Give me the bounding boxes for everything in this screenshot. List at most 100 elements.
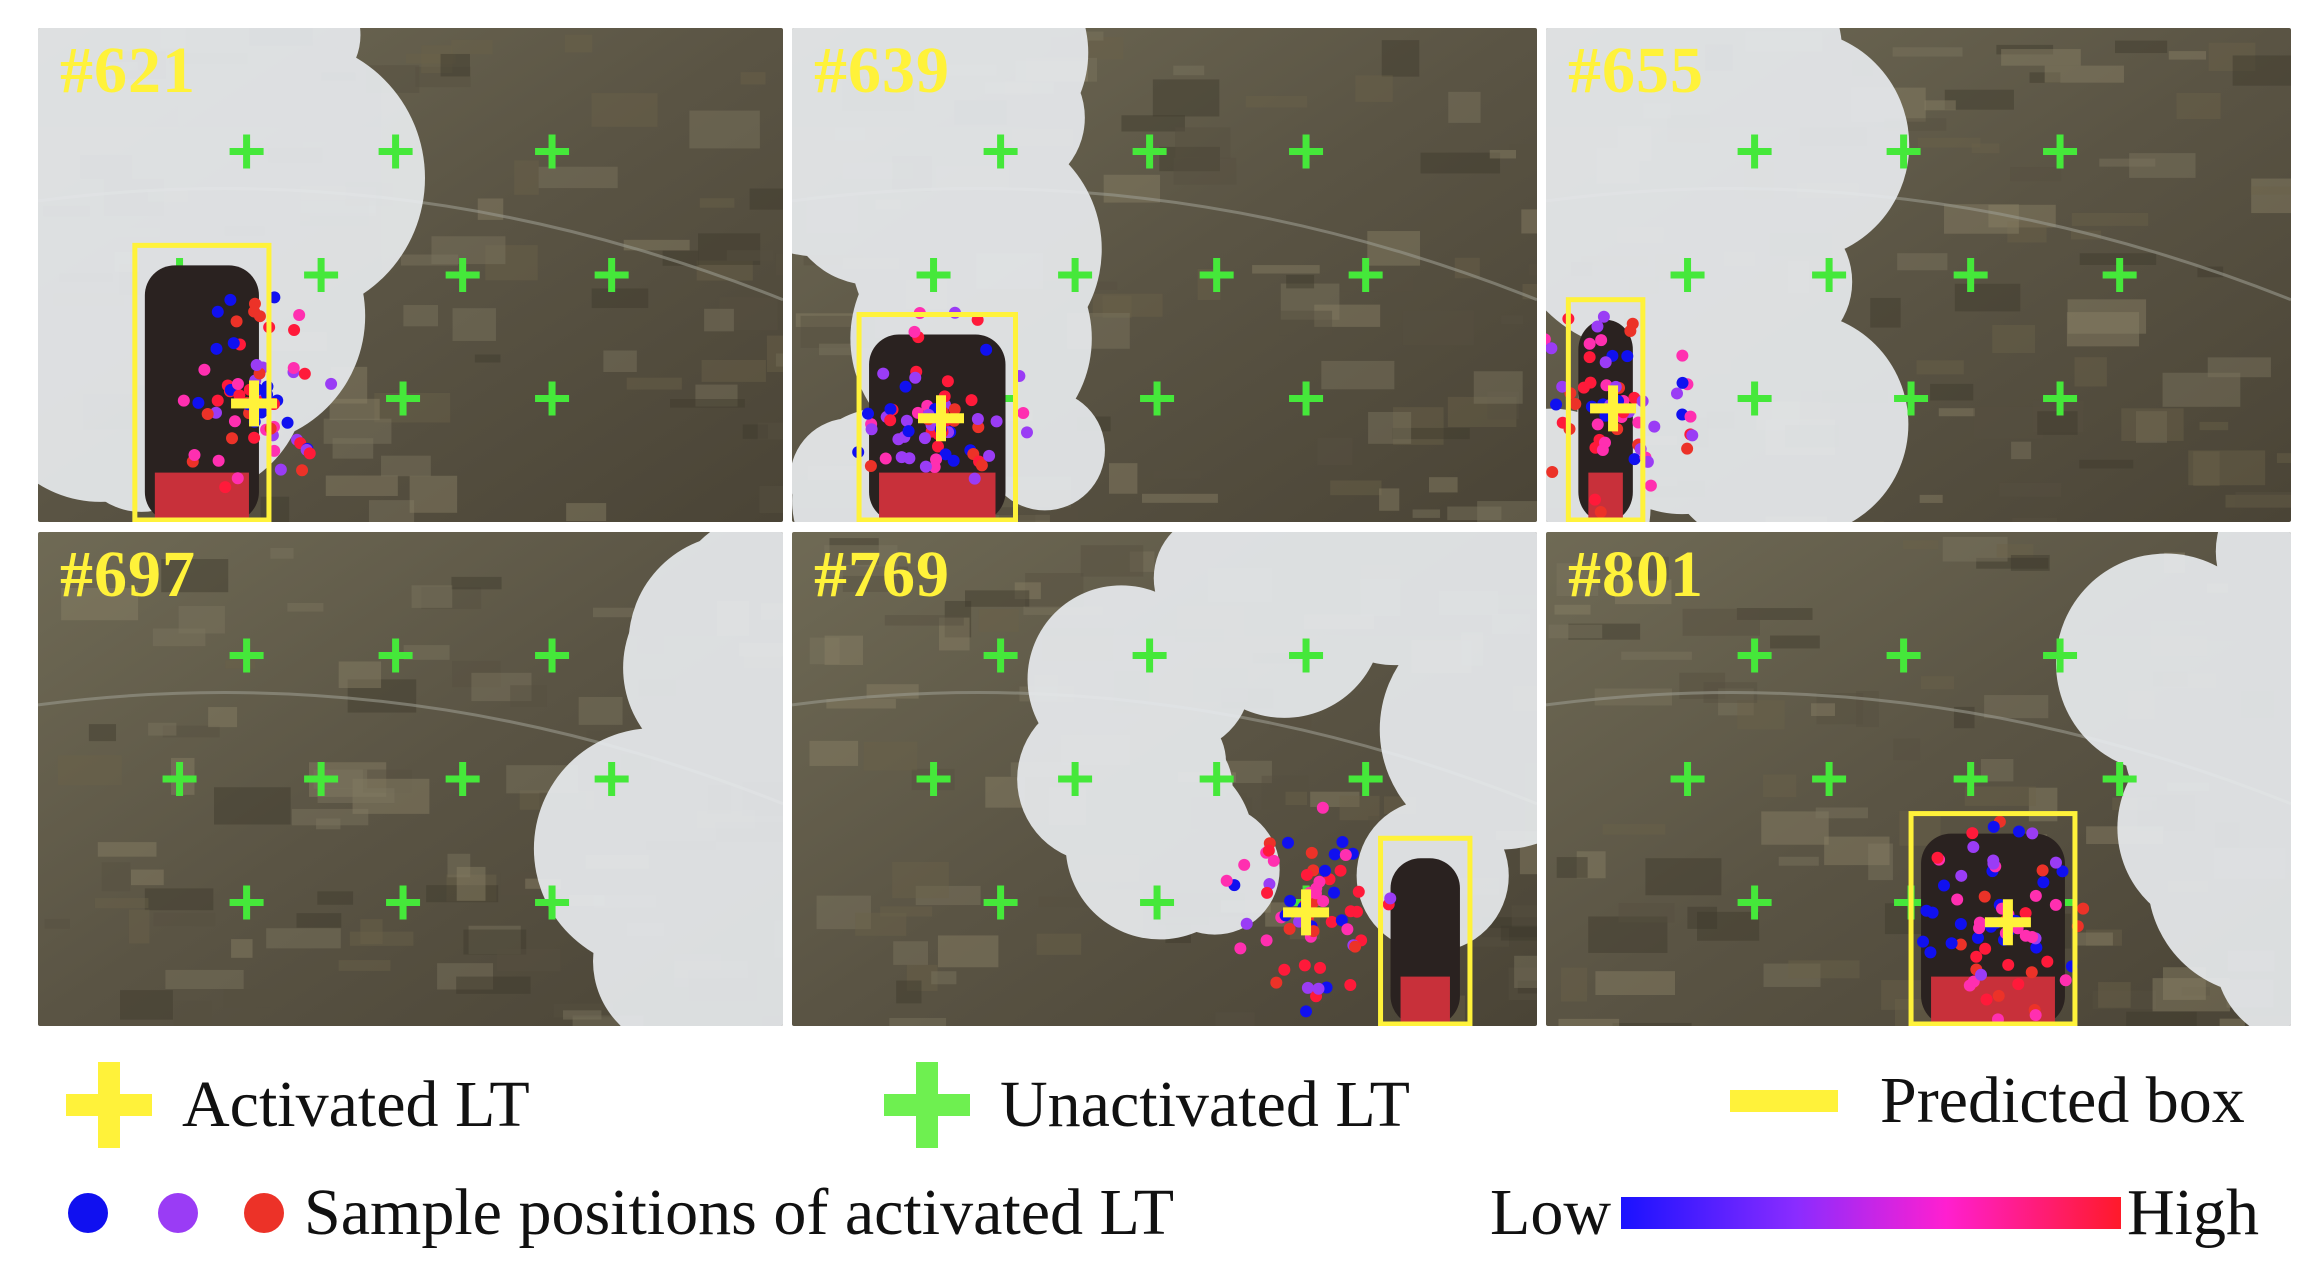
sample-dot xyxy=(2049,898,2062,911)
sample-dot xyxy=(1676,376,1689,389)
sample-dot xyxy=(1686,429,1699,442)
activated-cross-icon xyxy=(1283,889,1330,936)
frame-panel-4: #697 xyxy=(38,532,783,1026)
unactivated-cross-icon xyxy=(1812,258,1847,292)
sample-dot xyxy=(231,472,244,485)
sample-dot xyxy=(248,431,261,444)
sample-dot xyxy=(198,363,211,376)
predicted-box xyxy=(1908,811,2078,1026)
sample-dot xyxy=(1260,934,1273,947)
sample-dot xyxy=(288,323,301,336)
unactivated-cross-icon xyxy=(1199,762,1234,796)
frame-number: #621 xyxy=(60,34,196,107)
sample-dot xyxy=(1980,993,1993,1006)
sample-dot xyxy=(1350,905,1363,918)
sample-dot xyxy=(1945,937,1958,950)
sample-dot xyxy=(303,447,316,460)
sample-dot xyxy=(968,472,981,485)
sample-dot xyxy=(1020,426,1033,439)
sample-dot xyxy=(1261,886,1274,899)
unactivated-cross-icon xyxy=(1289,134,1324,169)
legend-predicted-box-label: Predicted box xyxy=(1880,1064,2245,1137)
frame-number: #769 xyxy=(814,538,950,611)
unactivated-cross-icon xyxy=(1289,381,1324,416)
frame-panel-2: #639 xyxy=(792,28,1537,522)
sample-dot xyxy=(1621,350,1634,363)
sample-dot xyxy=(253,310,266,323)
sample-dot xyxy=(296,464,309,477)
sample-dot xyxy=(1920,904,1933,917)
unactivated-cross-icon xyxy=(445,258,480,292)
sample-dot xyxy=(877,367,890,380)
unactivated-cross-icon xyxy=(229,134,264,169)
activated-cross-icon xyxy=(231,380,278,427)
sample-dot xyxy=(1577,381,1590,394)
red-dot-icon xyxy=(244,1193,284,1233)
sample-dot xyxy=(1670,387,1683,400)
sample-dot xyxy=(2029,889,2042,902)
activated-cross-icon xyxy=(1984,899,2031,946)
sample-dot xyxy=(201,407,214,420)
sample-dot xyxy=(1597,310,1610,323)
sample-dot xyxy=(188,449,201,462)
sample-dot xyxy=(192,396,205,409)
sample-dot xyxy=(274,463,287,476)
sample-dot xyxy=(1963,979,1976,992)
sample-dot xyxy=(2049,856,2062,869)
unactivated-cross-icon xyxy=(2043,638,2078,673)
sample-dot xyxy=(1556,380,1569,393)
sample-dot xyxy=(1270,976,1283,989)
sample-dot xyxy=(1298,959,1311,972)
sample-dot xyxy=(2012,978,2025,991)
sample-dot xyxy=(1284,894,1297,907)
sample-dot xyxy=(1556,416,1569,429)
sample-dot xyxy=(908,325,921,338)
sample-dot xyxy=(1240,917,1253,930)
sample-dot xyxy=(1596,444,1609,457)
unactivated-cross-icon xyxy=(594,762,629,796)
sample-dot xyxy=(1349,940,1362,953)
unactivated-cross-icon xyxy=(1812,762,1847,796)
sample-dot xyxy=(980,343,993,356)
unactivated-cross-icon xyxy=(535,885,570,920)
sample-dot xyxy=(1262,844,1275,857)
sample-dot xyxy=(899,380,912,393)
sample-dot xyxy=(1238,858,1251,871)
sample-dot xyxy=(1550,398,1563,411)
sample-dot xyxy=(2037,876,2050,889)
sample-dot xyxy=(919,460,932,473)
sample-dot xyxy=(211,394,224,407)
sample-dot xyxy=(1278,963,1291,976)
sample-dot xyxy=(2056,865,2069,878)
sample-dot xyxy=(2026,827,2039,840)
sample-dot xyxy=(1917,935,1930,948)
unactivated-cross-icon xyxy=(1670,258,1705,292)
sample-dot xyxy=(212,454,225,467)
sample-dot xyxy=(1967,841,1980,854)
predicted-box-line-icon xyxy=(1730,1090,1838,1112)
sample-dot xyxy=(895,451,908,464)
sample-dot xyxy=(1648,420,1661,433)
sample-dot xyxy=(248,297,261,310)
unactivated-cross-icon xyxy=(1199,258,1234,292)
sample-dot xyxy=(1583,351,1596,364)
sample-dot xyxy=(2002,958,2015,971)
unactivated-cross-icon xyxy=(2043,381,2078,416)
sample-dot xyxy=(1987,820,2000,833)
sample-dot xyxy=(909,371,922,384)
sample-dot xyxy=(884,414,897,427)
frame-image xyxy=(792,532,1537,1026)
sample-dot xyxy=(939,448,952,461)
frame-image xyxy=(38,28,783,522)
predicted-box xyxy=(132,242,272,522)
unactivated-cross-icon xyxy=(1132,638,1167,673)
unactivated-cross-icon xyxy=(445,762,480,796)
legend-predicted-box: Predicted box xyxy=(1730,1068,2245,1134)
unactivated-cross-icon xyxy=(535,134,570,169)
sample-dot xyxy=(1966,827,1979,840)
sample-dot xyxy=(1979,942,1992,955)
sample-dot xyxy=(1676,349,1689,362)
sample-dot xyxy=(1234,942,1247,955)
sample-dot xyxy=(1588,493,1601,506)
sample-dot xyxy=(1681,442,1694,455)
